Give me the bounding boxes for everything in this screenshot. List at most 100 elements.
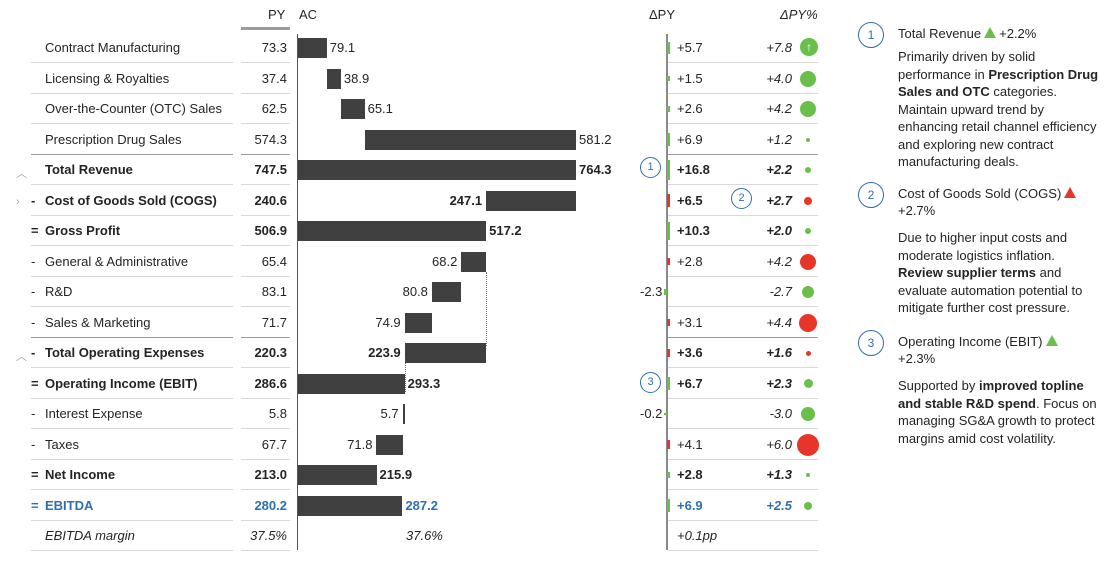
row-divider — [668, 458, 818, 460]
row-label: Licensing & Royalties — [45, 70, 170, 86]
note-1-body: Primarily driven by solid performance in… — [898, 49, 1099, 169]
row-label: Operating Income (EBIT) — [45, 375, 198, 391]
ac-data-label: 293.3 — [407, 375, 441, 391]
table-row[interactable]: = EBITDA 280.2 +6.9 +2.5 — [0, 491, 830, 521]
table-row[interactable]: = Net Income 213.0 +2.8 +1.3 — [0, 460, 830, 490]
ac-data-label: 517.2 — [489, 223, 522, 238]
row-sign: - — [31, 436, 36, 452]
waterfall-bar[interactable] — [298, 38, 327, 58]
waterfall-bar[interactable] — [298, 465, 377, 485]
waterfall-bar[interactable] — [326, 68, 341, 89]
waterfall-bar[interactable] — [364, 129, 576, 150]
ac-data-label: 79.1 — [329, 40, 356, 55]
delta-py-bar — [667, 221, 670, 241]
waterfall-bar[interactable] — [431, 282, 462, 302]
row-divider — [31, 92, 233, 94]
table-row[interactable]: Total Revenue 747.5 +16.8 +2.2 ︿ — [0, 155, 830, 185]
row-divider — [31, 184, 233, 185]
waterfall-bar[interactable] — [298, 160, 576, 180]
note-2-number: 2 — [858, 182, 884, 208]
ac-data-label: 80.8 — [402, 284, 428, 299]
table-row[interactable]: - Sales & Marketing 71.7 +3.1 +4.4 — [0, 308, 830, 338]
row-delta-py-percent: -2.7 — [769, 284, 792, 299]
waterfall-bar[interactable] — [461, 251, 487, 272]
marker-2[interactable]: 2 — [731, 188, 752, 209]
table-row[interactable]: - Taxes 67.7 +4.1 +6.0 — [0, 430, 830, 460]
ac-data-label: 215.9 — [379, 467, 413, 482]
waterfall-bar[interactable] — [298, 495, 403, 516]
row-delta-py-value: -2.3 — [640, 284, 663, 299]
waterfall-bar[interactable] — [404, 343, 487, 363]
row-label: Cost of Goods Sold (COGS) — [45, 192, 217, 208]
row-py-value: 62.5 — [261, 101, 287, 116]
chevron-right-icon[interactable]: › — [16, 195, 20, 208]
table-row[interactable]: - Cost of Goods Sold (COGS) 240.6 +6.5 +2.7 › — [0, 186, 830, 216]
header-delta-py: ΔPY — [649, 7, 676, 22]
row-delta-py-value: -0.2 — [640, 406, 663, 421]
waterfall-bar[interactable] — [376, 434, 403, 455]
table-row[interactable]: Prescription Drug Sales 574.3 +6.9 +1.2 — [0, 125, 830, 155]
row-label: Interest Expense — [45, 406, 143, 421]
row-divider — [668, 367, 818, 368]
note-1-title: Total Revenue +2.2% — [898, 26, 1037, 41]
row-delta-py-value: +3.6 — [677, 345, 703, 360]
row-sign: = — [31, 375, 39, 391]
row-delta-py-percent: +2.0 — [766, 223, 792, 238]
waterfall-bar[interactable] — [402, 404, 405, 424]
row-divider — [31, 214, 233, 216]
table-row[interactable]: = Gross Profit 506.9 +10.3 +2.0 — [0, 216, 830, 246]
ac-data-label: 247.1 — [449, 192, 483, 208]
delta-py-bar — [667, 132, 670, 146]
row-sign: - — [31, 192, 36, 208]
delta-indicator-dot — [797, 433, 819, 456]
row-divider — [668, 92, 818, 94]
ac-data-label: 37.6% — [406, 528, 443, 543]
table-row[interactable]: - Total Operating Expenses 220.3 +3.6 +1.6 ︿ — [0, 338, 830, 368]
row-divider — [31, 153, 233, 155]
row-divider — [668, 123, 818, 124]
row-delta-py-percent: -3.0 — [769, 406, 792, 421]
table-row[interactable]: EBITDA margin 37.5% +0.1pp — [0, 521, 830, 551]
delta-py-bar — [667, 105, 670, 113]
delta-py-bar — [667, 76, 670, 81]
chevron-up-icon[interactable]: ︿ — [16, 351, 27, 363]
waterfall-bar[interactable] — [340, 99, 365, 119]
row-py-value: 574.3 — [254, 131, 287, 147]
row-py-value: 280.2 — [254, 497, 287, 513]
note-2-body: Due to higher input costs and moderate l… — [898, 230, 1083, 315]
ac-data-label: 74.9 — [375, 314, 401, 330]
table-row[interactable]: Over-the-Counter (OTC) Sales 62.5 +2.6 +4.2 — [0, 94, 830, 124]
table-row[interactable]: = Operating Income (EBIT) 286.6 +6.7 +2.3 — [0, 369, 830, 399]
waterfall-bar[interactable] — [486, 190, 576, 211]
waterfall-bar[interactable] — [298, 373, 405, 394]
row-divider — [31, 336, 233, 338]
row-py-value: 506.9 — [254, 223, 287, 238]
up-triangle-icon — [984, 27, 997, 38]
row-delta-py-value: +2.8 — [677, 467, 703, 482]
waterfall-bar[interactable] — [298, 221, 487, 241]
table-row[interactable]: Licensing & Royalties 37.4 +1.5 +4.0 — [0, 64, 830, 94]
delta-py-bar — [664, 412, 667, 416]
marker-1[interactable]: 1 — [640, 157, 661, 178]
row-divider — [31, 550, 233, 551]
row-delta-py-percent: +2.3 — [766, 375, 792, 391]
row-delta-py-value: +10.3 — [677, 223, 710, 238]
table-row[interactable]: - General & Administrative 65.4 +2.8 +4.2 — [0, 247, 830, 277]
table-row[interactable]: - Interest Expense 5.8 -0.2 -3.0 — [0, 399, 830, 429]
delta-indicator-dot — [800, 253, 816, 270]
row-divider — [241, 123, 290, 124]
row-label: EBITDA — [45, 497, 94, 513]
row-delta-py-percent: +1.3 — [766, 467, 792, 482]
marker-3[interactable]: 3 — [640, 372, 661, 393]
delta-indicator-dot — [803, 379, 813, 388]
row-delta-py-value: +16.8 — [677, 162, 710, 177]
chevron-up-icon[interactable]: ︿ — [16, 168, 27, 180]
row-divider — [241, 153, 290, 155]
arrow-up-icon: ↑ — [800, 38, 818, 56]
row-divider — [668, 153, 818, 155]
table-row[interactable]: Contract Manufacturing 73.3 +5.7 +7.8 — [0, 33, 830, 63]
row-divider — [241, 245, 290, 246]
table-row[interactable]: - R&D 83.1 -2.3 -2.7 — [0, 277, 830, 307]
row-divider — [241, 428, 290, 429]
waterfall-bar[interactable] — [404, 312, 432, 333]
